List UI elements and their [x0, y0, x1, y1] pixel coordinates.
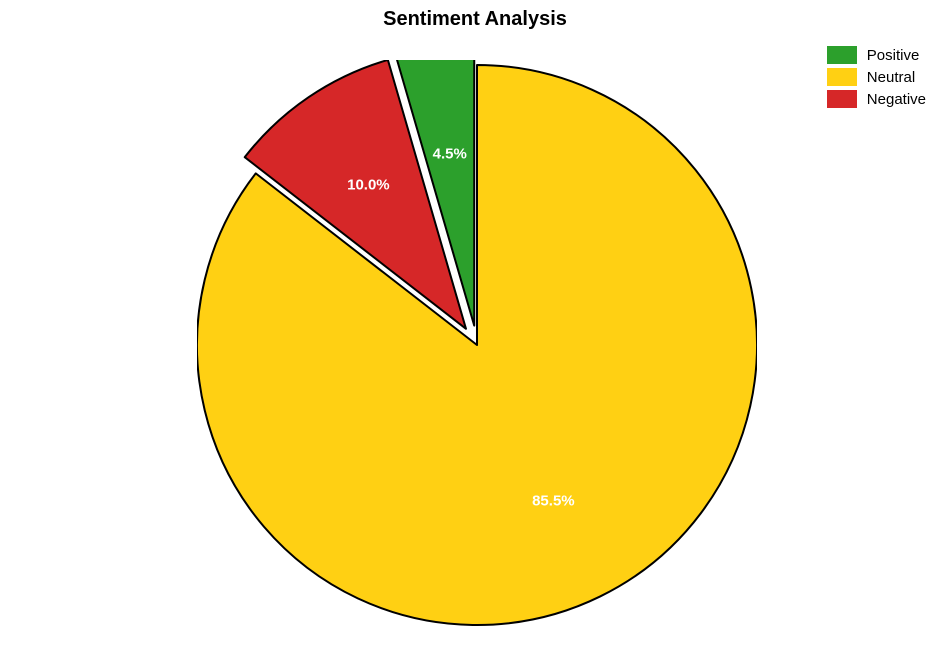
chart-title: Sentiment Analysis: [0, 8, 950, 31]
legend-label-neutral: Neutral: [867, 69, 915, 86]
pie-chart: [197, 60, 757, 640]
slice-label-positive: 4.5%: [433, 145, 467, 162]
legend-swatch-neutral: [827, 68, 857, 86]
slice-label-neutral: 85.5%: [532, 492, 575, 509]
chart-container: Sentiment Analysis 85.5% 10.0% 4.5% Positi…: [0, 0, 950, 662]
legend-label-positive: Positive: [867, 47, 920, 64]
slice-label-negative: 10.0%: [347, 177, 390, 194]
legend-item-positive: Positive: [827, 46, 926, 64]
legend-swatch-positive: [827, 46, 857, 64]
legend-item-negative: Negative: [827, 90, 926, 108]
legend-label-negative: Negative: [867, 91, 926, 108]
legend: Positive Neutral Negative: [827, 46, 926, 112]
legend-swatch-negative: [827, 90, 857, 108]
legend-item-neutral: Neutral: [827, 68, 926, 86]
